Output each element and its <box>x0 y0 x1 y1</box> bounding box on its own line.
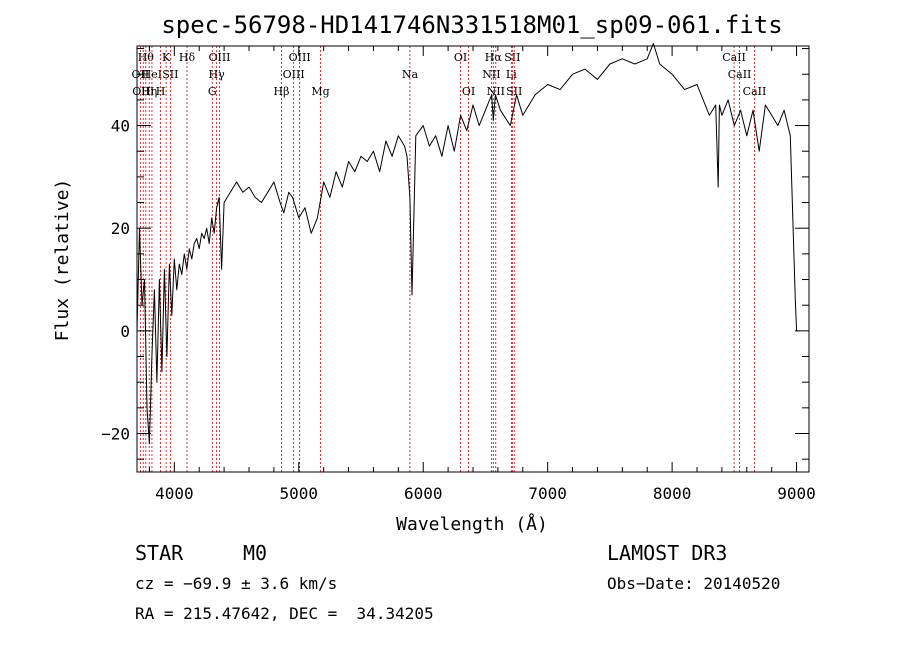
plot-frame <box>136 45 810 473</box>
marker-label-2: Hθ <box>138 51 155 64</box>
x-tick-label-3: 7000 <box>528 484 567 503</box>
spectrum-series-0 <box>136 42 798 445</box>
observation-date: Obs−Date: 20140520 <box>607 574 781 593</box>
marker-label-26: CaII <box>728 68 752 81</box>
y-axis-label: Flux (relative) <box>52 179 73 342</box>
object-class: STAR <box>135 541 184 565</box>
y-tick-label-0: −20 <box>101 425 130 444</box>
marker-label-23: SII <box>504 51 520 64</box>
y-tick-label-1: 0 <box>120 322 130 341</box>
marker-label-8: Hδ <box>179 51 196 64</box>
marker-label-24: SII <box>506 85 522 98</box>
marker-label-6: K <box>162 51 171 64</box>
marker-label-9: G <box>208 85 217 98</box>
marker-label-1: OIII <box>132 85 154 98</box>
marker-label-4: HeI <box>142 68 162 81</box>
x-tick-label-2: 6000 <box>404 484 443 503</box>
marker-label-15: Mg <box>311 85 329 98</box>
object-subclass: M0 <box>243 541 268 565</box>
marker-label-17: OI <box>454 51 467 64</box>
marker-label-14: OIII <box>289 51 311 64</box>
x-axis-label: Wavelength (Å) <box>396 513 548 535</box>
axis-ticks: 4000 5000 6000 7000 8000 9000 −20 0 20 40 <box>101 46 816 503</box>
line-markers: OIIOIIIHθHηHeIHKSIIHδGHγOIIIHβOIIIOIIIMg… <box>132 46 767 472</box>
marker-label-18: OI <box>462 85 475 98</box>
x-tick-label-4: 8000 <box>653 484 692 503</box>
marker-label-7: SII <box>162 68 178 81</box>
marker-label-3: Hη <box>141 85 157 98</box>
marker-label-13: OIII <box>283 68 305 81</box>
marker-label-5: H <box>156 85 166 98</box>
x-tick-label-1: 5000 <box>280 484 319 503</box>
y-tick-label-3: 40 <box>111 117 130 136</box>
chart-title: spec-56798-HD141746N331518M01_sp09-061.f… <box>161 11 782 39</box>
coordinates: RA = 215.47642, DEC = 34.34205 <box>135 604 434 623</box>
marker-label-12: Hβ <box>274 85 290 98</box>
marker-label-25: CaII <box>722 51 746 64</box>
marker-label-19: NII <box>482 68 500 81</box>
marker-label-22: Li <box>506 68 517 81</box>
survey-name: LAMOST DR3 <box>607 541 728 565</box>
y-tick-label-2: 20 <box>111 219 130 238</box>
marker-label-16: Na <box>402 68 419 81</box>
marker-label-10: Hγ <box>209 68 226 81</box>
x-tick-label-5: 9000 <box>777 484 816 503</box>
series-layer <box>136 42 798 445</box>
marker-label-27: CaII <box>743 85 767 98</box>
redshift-velocity: cz = −69.9 ± 3.6 km/s <box>135 574 338 593</box>
x-tick-label-0: 4000 <box>155 484 194 503</box>
marker-label-11: OIII <box>208 51 230 64</box>
marker-label-20: Hα <box>485 51 503 64</box>
